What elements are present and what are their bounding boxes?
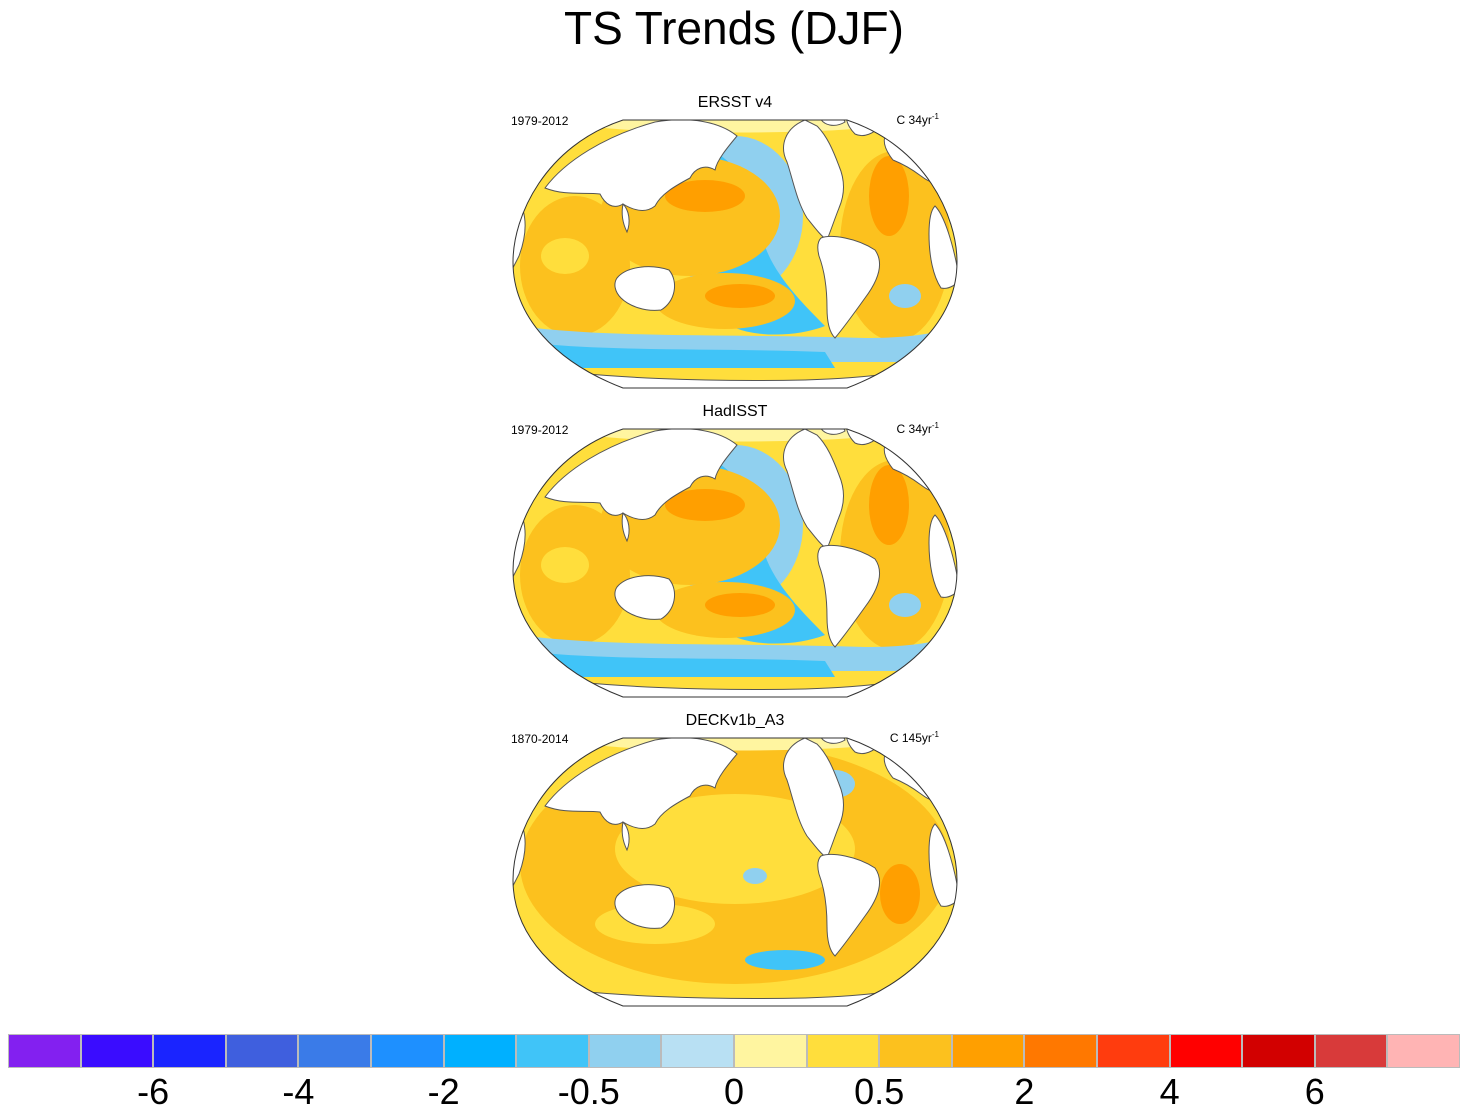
land-indochina	[621, 511, 630, 543]
world-map	[512, 119, 958, 389]
colorbar-swatch	[1242, 1034, 1315, 1068]
colorbar-swatch	[661, 1034, 734, 1068]
trend-region	[880, 864, 920, 924]
colorbar-tick-label: 0.5	[854, 1071, 905, 1112]
map-border	[512, 428, 958, 698]
colorbar-swatch	[370, 1034, 444, 1068]
world-map	[512, 428, 958, 698]
trend-region	[525, 651, 835, 677]
map-panel-hadisst: HadISST 1979-2012 C 34yr-1	[505, 403, 965, 703]
land-indochina	[621, 202, 630, 234]
colorbar-swatch	[298, 1034, 371, 1068]
colorbar-swatch	[1169, 1034, 1243, 1068]
panel-units: C 34yr-1	[896, 112, 939, 127]
land-australia	[614, 884, 676, 929]
trend-region	[705, 593, 775, 617]
colorbar-swatch	[879, 1034, 952, 1068]
colorbar-tick-label: -0.5	[557, 1071, 620, 1112]
panel-title: ERSST v4	[697, 94, 773, 111]
land-s_america	[817, 545, 880, 648]
colorbar-swatch	[516, 1034, 589, 1068]
map-border	[512, 737, 958, 1007]
trend-region	[665, 180, 745, 212]
trend-region	[541, 547, 589, 583]
colorbar-swatch	[1387, 1034, 1460, 1068]
colorbar-tick-label: -2	[427, 1071, 460, 1112]
colorbar-tick-label: -4	[282, 1071, 315, 1112]
trend-region	[743, 868, 767, 884]
trend-region	[665, 489, 745, 521]
colorbar-tick-label: -6	[137, 1071, 170, 1112]
trend-region	[541, 238, 589, 274]
trend-region	[889, 284, 921, 308]
trend-region	[869, 156, 909, 236]
colorbar-swatch	[443, 1034, 517, 1068]
colorbar-swatch	[1024, 1034, 1097, 1068]
land-s_america	[817, 854, 880, 957]
page-title: TS Trends (DJF)	[564, 2, 904, 54]
colorbar-swatch	[733, 1034, 807, 1068]
colorbar	[8, 1034, 1460, 1068]
colorbar-swatch	[951, 1034, 1025, 1068]
colorbar-swatch	[153, 1034, 226, 1068]
trend-region	[525, 342, 835, 368]
trend-region	[705, 284, 775, 308]
land-indochina	[621, 820, 630, 852]
land-s_america	[817, 236, 880, 339]
panel-title: DECKv1b_A3	[685, 712, 785, 729]
colorbar-tick-label: 2	[1014, 1071, 1035, 1112]
trend-region	[615, 794, 855, 904]
trend-region	[869, 465, 909, 545]
map-panel-deckv1b: DECKv1b_A3 1870-2014 C 145yr-1	[505, 712, 965, 1012]
colorbar-tick-label: 0	[723, 1071, 745, 1112]
panel-title: HadISST	[702, 403, 768, 420]
colorbar-swatch	[1314, 1034, 1388, 1068]
land-australia	[614, 575, 676, 620]
map-border	[512, 119, 958, 389]
trend-region	[889, 593, 921, 617]
colorbar-swatch	[8, 1034, 81, 1068]
panel-units: C 145yr-1	[889, 730, 939, 745]
panel-period: 1979-2012	[511, 423, 569, 437]
land-asia	[544, 738, 738, 829]
colorbar-swatch	[225, 1034, 299, 1068]
world-map	[512, 737, 958, 1007]
colorbar-swatch	[588, 1034, 662, 1068]
colorbar-tick-label: 4	[1159, 1071, 1180, 1112]
land-asia	[544, 120, 738, 211]
map-panel-ersst: ERSST v4 1979-2012 C 34yr-1	[505, 94, 965, 394]
colorbar-swatch	[1096, 1034, 1170, 1068]
land-asia	[544, 429, 738, 520]
panel-period: 1979-2012	[511, 114, 569, 128]
panel-period: 1870-2014	[511, 732, 569, 746]
land-australia	[614, 266, 676, 311]
panel-units: C 34yr-1	[896, 421, 939, 436]
trend-region	[745, 950, 825, 970]
colorbar-tick-label: 6	[1304, 1071, 1325, 1112]
colorbar-swatch	[80, 1034, 154, 1068]
colorbar-swatch	[806, 1034, 880, 1068]
